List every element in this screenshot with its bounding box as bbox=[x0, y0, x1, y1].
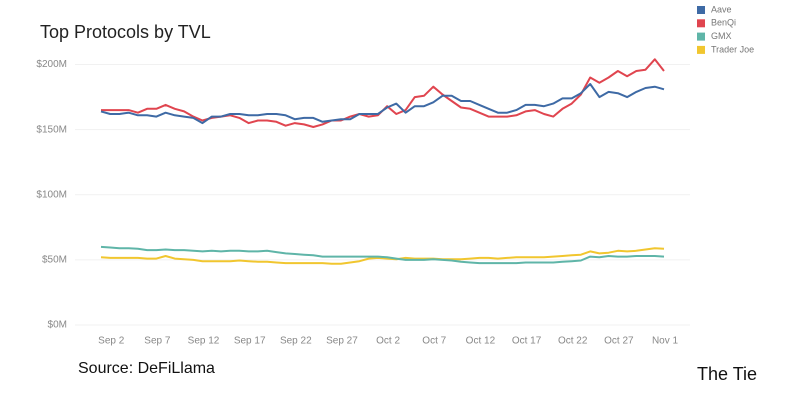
series-line bbox=[100, 245, 665, 265]
y-tick-label: $100M bbox=[36, 189, 67, 200]
x-tick-label: Sep 17 bbox=[234, 336, 266, 347]
legend-label: Trader Joe bbox=[711, 44, 754, 54]
x-tick-label: Sep 7 bbox=[144, 336, 171, 347]
series-line bbox=[100, 83, 665, 125]
y-tick-label: $200M bbox=[36, 59, 67, 70]
x-tick-label: Oct 12 bbox=[466, 336, 496, 347]
legend-swatch bbox=[697, 19, 705, 28]
x-tick-label: Oct 2 bbox=[376, 336, 400, 347]
x-tick-label: Oct 22 bbox=[558, 336, 588, 347]
x-tick-label: Nov 1 bbox=[652, 336, 679, 347]
legend-label: Aave bbox=[711, 4, 732, 14]
legend-swatch bbox=[697, 32, 705, 41]
series-line bbox=[100, 247, 665, 265]
x-tick-label: Oct 7 bbox=[422, 336, 446, 347]
legend-swatch bbox=[697, 45, 705, 54]
x-tick-label: Sep 12 bbox=[188, 336, 220, 347]
logo: The Tie bbox=[697, 364, 757, 384]
y-tick-label: $150M bbox=[36, 124, 67, 135]
y-tick-label: $0M bbox=[48, 320, 67, 331]
legend-label: GMX bbox=[711, 31, 732, 41]
source: Source: DeFiLlama bbox=[78, 360, 215, 377]
x-tick-label: Oct 27 bbox=[604, 336, 634, 347]
legend-swatch bbox=[697, 6, 705, 14]
x-tick-label: Sep 27 bbox=[326, 336, 358, 347]
x-tick-label: Sep 22 bbox=[280, 336, 312, 347]
chart-title: Top Protocols by TVL bbox=[40, 22, 211, 42]
y-tick-label: $50M bbox=[42, 255, 67, 266]
x-tick-label: Oct 17 bbox=[512, 336, 542, 347]
legend-label: BenQi bbox=[711, 18, 736, 28]
x-tick-label: Sep 2 bbox=[98, 336, 125, 347]
